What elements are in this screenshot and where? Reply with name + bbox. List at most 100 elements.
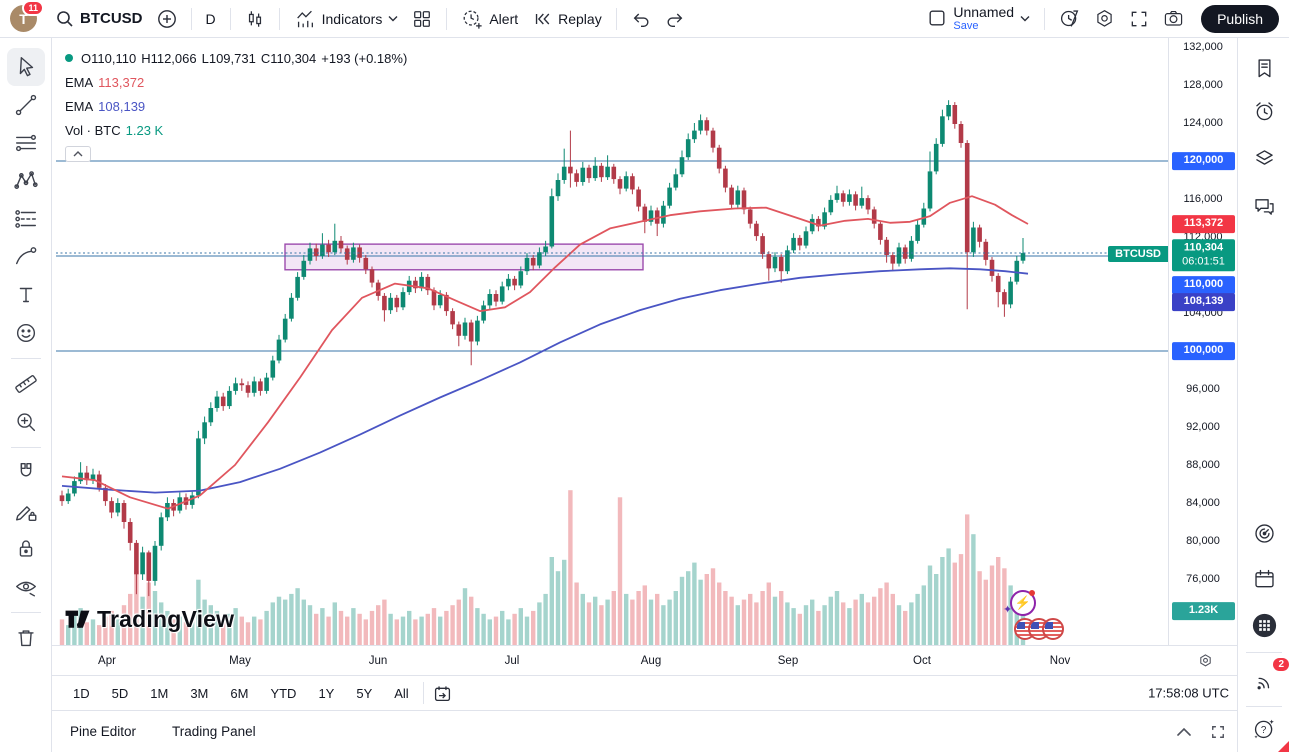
range-5y-button[interactable]: 5Y (356, 685, 373, 701)
price-axis[interactable]: 132,000 128,000 124,000 116,000 112,000 104,0… (1168, 38, 1237, 645)
time-axis[interactable]: Apr May Jun Jul Aug Sep Oct Nov (52, 645, 1237, 675)
chat-button[interactable] (1246, 189, 1282, 223)
legend-collapse-button[interactable] (65, 146, 91, 162)
range-1m-button[interactable]: 1M (150, 685, 169, 701)
flag-event-stickers[interactable] (1014, 618, 1064, 640)
indicators-button[interactable]: Indicators (287, 4, 406, 34)
candle-body (450, 311, 455, 325)
month-tick: Nov (1049, 654, 1071, 667)
compare-add-button[interactable] (150, 5, 184, 33)
volume-bar (376, 605, 381, 645)
range-3m-button[interactable]: 3M (190, 685, 209, 701)
volume-bar (363, 619, 368, 645)
xabcd-pattern-tool[interactable] (7, 162, 45, 200)
volume-bar (896, 605, 902, 645)
chart-area[interactable]: O110,110 H112,066 L109,731 C110,304 +193… (52, 38, 1168, 645)
tab-pine-editor[interactable]: Pine Editor (70, 724, 137, 739)
price-badge: 100,000 (1172, 342, 1235, 360)
emoji-tool[interactable] (7, 314, 45, 352)
low-value: 109,731 (208, 50, 256, 66)
legend-ema-fast-row[interactable]: EMA 113,372 (65, 74, 145, 90)
snapshot-button[interactable] (1156, 4, 1191, 33)
ema-slow-line (61, 267, 1029, 494)
layout-button[interactable]: Unnamed Save (920, 1, 1037, 36)
range-all-button[interactable]: All (394, 685, 409, 701)
remove-drawings-tool[interactable] (7, 619, 45, 657)
candle-body (760, 236, 765, 255)
panel-maximize-icon[interactable] (1211, 725, 1225, 739)
range-6m-button[interactable]: 6M (230, 685, 249, 701)
candle-body (462, 322, 468, 336)
volume-bar (772, 596, 778, 645)
screener-button[interactable] (1246, 516, 1282, 550)
panel-expand-chevron-icon[interactable] (1177, 727, 1191, 736)
redo-button[interactable] (658, 5, 692, 33)
object-tree-button[interactable] (1246, 141, 1282, 175)
replay-button[interactable]: Replay (525, 5, 609, 33)
fib-retracement-tool[interactable] (7, 200, 45, 238)
fullscreen-button[interactable] (1122, 5, 1156, 33)
calendar-button[interactable] (1246, 562, 1282, 596)
broadcast-button[interactable]: 2 (1246, 658, 1289, 698)
volume-bar (717, 582, 722, 645)
magnet-tool[interactable] (7, 454, 45, 492)
divider (229, 7, 231, 30)
range-ytd-button[interactable]: YTD (270, 685, 297, 701)
range-1d-button[interactable]: 1D (73, 685, 90, 701)
hide-drawings-tool[interactable] (7, 568, 45, 606)
user-avatar[interactable]: T 11 (10, 0, 44, 32)
volume-bar (617, 497, 623, 645)
clock-utc[interactable]: 17:58:08 UTC (1148, 685, 1229, 701)
goto-date-button[interactable] (431, 682, 454, 705)
help-button[interactable]: ? (1246, 711, 1282, 745)
volume-bar (506, 619, 511, 645)
flash-event-sticker[interactable]: ⚡ ✦ (1003, 590, 1036, 616)
publish-button[interactable]: Publish (1201, 4, 1279, 33)
avatar-initial: T (19, 10, 28, 27)
candle-body (1008, 281, 1013, 305)
apps-grid-button[interactable] (1246, 608, 1282, 642)
drawing-edit-tool[interactable] (7, 492, 45, 530)
alerts-button[interactable] (1246, 94, 1282, 128)
candle-body (444, 294, 449, 312)
volume-bar (909, 602, 914, 645)
legend-ohlc-row[interactable]: O110,110 H112,066 L109,731 C110,304 +193… (65, 46, 407, 70)
symbol-search-button[interactable]: BTCUSD (49, 6, 150, 32)
undo-button[interactable] (624, 5, 658, 33)
legend-ema-slow-row[interactable]: EMA 108,139 (65, 98, 146, 114)
volume-bar (636, 591, 641, 645)
candle-body (692, 130, 697, 140)
tab-trading-panel[interactable]: Trading Panel (172, 724, 256, 739)
cursor-tool[interactable] (6, 48, 45, 86)
lock-tool[interactable] (7, 530, 45, 568)
interval-button[interactable]: D (199, 7, 223, 31)
candle-body (809, 218, 815, 232)
settings-button[interactable] (1087, 4, 1122, 33)
range-5d-button[interactable]: 5D (111, 685, 129, 701)
horizontal-line-tool[interactable] (7, 124, 45, 162)
high-value: 112,066 (150, 50, 197, 66)
ruler-tool[interactable] (7, 365, 45, 403)
brush-tool[interactable] (7, 238, 45, 276)
chat-icon (1254, 198, 1274, 215)
text-tool[interactable] (7, 276, 45, 314)
volume-bar (165, 610, 170, 645)
legend-volume-row[interactable]: Vol · BTC 1.23 K (65, 122, 164, 138)
range-1y-button[interactable]: 1Y (318, 685, 335, 701)
save-link[interactable]: Save (953, 20, 979, 33)
volume-bar (159, 602, 164, 645)
price-tick: 96,000 (1186, 383, 1220, 395)
chart-style-button[interactable] (238, 5, 272, 33)
axis-settings-gear-icon[interactable] (1198, 653, 1213, 668)
price-chart-svg[interactable] (52, 38, 1168, 645)
quick-search-button[interactable] (1052, 4, 1087, 33)
volume-bar (469, 596, 474, 645)
candle-body (778, 256, 784, 272)
candle-body (537, 252, 542, 266)
trend-line-tool[interactable] (7, 86, 45, 124)
watchlist-button[interactable] (1246, 51, 1282, 85)
zoom-in-tool[interactable] (7, 403, 45, 441)
indicator-templates-button[interactable] (405, 5, 439, 33)
layout-name-block[interactable]: Unnamed Save (953, 4, 1014, 33)
alert-button[interactable]: Alert (454, 4, 525, 34)
